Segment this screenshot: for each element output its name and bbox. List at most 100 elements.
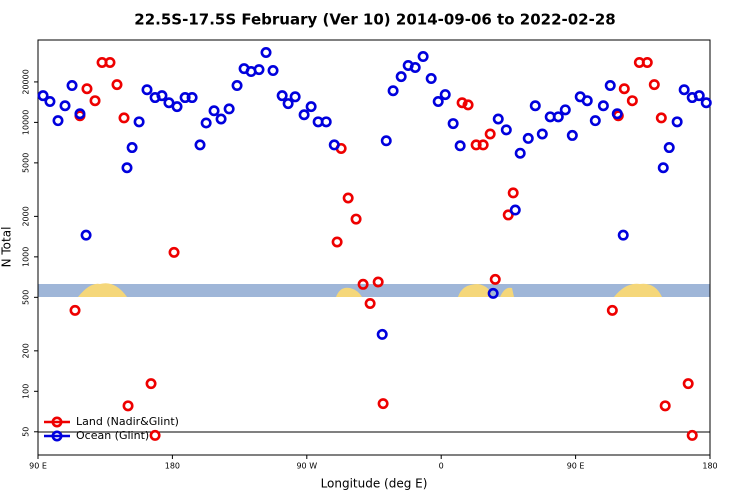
y-tick-label: 200 xyxy=(22,343,31,358)
legend-marker xyxy=(51,430,63,442)
point xyxy=(122,400,134,412)
point xyxy=(231,80,243,92)
point xyxy=(477,139,489,151)
point xyxy=(655,112,667,124)
series xyxy=(37,46,712,340)
point xyxy=(454,140,466,152)
legend-label: Ocean (Glint) xyxy=(76,429,149,442)
point xyxy=(194,139,206,151)
point xyxy=(502,209,514,221)
point xyxy=(328,139,340,151)
point xyxy=(305,101,317,113)
x-axis-label: Longitude (deg E) xyxy=(321,477,428,491)
point xyxy=(133,116,145,128)
point xyxy=(121,162,133,174)
point xyxy=(648,79,660,91)
point xyxy=(118,112,130,124)
point xyxy=(145,378,157,390)
x-tick-label: 180 xyxy=(165,462,180,471)
point xyxy=(331,236,343,248)
x-tick-label: 0 xyxy=(439,462,444,471)
point xyxy=(617,229,629,241)
point xyxy=(507,187,519,199)
x-tick-label: 90 W xyxy=(296,462,317,471)
point xyxy=(536,128,548,140)
point xyxy=(641,56,653,68)
point xyxy=(267,65,279,77)
point xyxy=(171,101,183,113)
point xyxy=(357,278,369,290)
point xyxy=(289,91,301,103)
point xyxy=(611,108,623,120)
point xyxy=(566,129,578,141)
point xyxy=(52,115,64,127)
y-axis-label: N Total xyxy=(0,227,14,268)
point xyxy=(37,90,49,102)
point xyxy=(364,297,376,309)
point xyxy=(686,429,698,441)
point xyxy=(663,142,675,154)
point xyxy=(589,115,601,127)
point xyxy=(657,162,669,174)
point xyxy=(456,97,468,109)
point xyxy=(387,85,399,97)
point xyxy=(168,246,180,258)
point xyxy=(462,99,474,111)
y-tick-label: 5000 xyxy=(22,153,31,173)
point xyxy=(581,95,593,107)
y-tick-label: 1000 xyxy=(22,247,31,267)
point xyxy=(693,90,705,102)
y-tick-label: 500 xyxy=(22,290,31,305)
point xyxy=(59,100,71,112)
point xyxy=(179,92,191,104)
point xyxy=(186,92,198,104)
point xyxy=(447,118,459,130)
land-blob xyxy=(500,287,514,297)
point xyxy=(489,273,501,285)
point xyxy=(529,100,541,112)
x-tick-label: 90 E xyxy=(567,462,585,471)
point xyxy=(282,98,294,110)
land-blob xyxy=(458,284,492,297)
point xyxy=(484,128,496,140)
point xyxy=(678,84,690,96)
chart-title: 22.5S-17.5S February (Ver 10) 2014-09-06… xyxy=(134,11,615,29)
y-tick-label: 50 xyxy=(22,427,31,437)
point xyxy=(350,213,362,225)
y-tick-label: 10000 xyxy=(22,110,31,135)
point xyxy=(276,90,288,102)
series xyxy=(69,56,698,441)
legend-label: Land (Nadir&Glint) xyxy=(76,415,179,428)
point xyxy=(69,304,81,316)
point xyxy=(253,64,265,76)
land-blob xyxy=(614,283,662,297)
plot-frame xyxy=(37,39,711,456)
point xyxy=(514,147,526,159)
point xyxy=(380,135,392,147)
point xyxy=(659,400,671,412)
point xyxy=(559,104,571,116)
point xyxy=(492,113,504,125)
point xyxy=(156,90,168,102)
point xyxy=(395,71,407,83)
y-tick-label: 2000 xyxy=(22,206,31,226)
point xyxy=(425,73,437,85)
point xyxy=(66,80,78,92)
point xyxy=(342,192,354,204)
point xyxy=(487,287,499,299)
point xyxy=(298,109,310,121)
point xyxy=(376,328,388,340)
land-blob xyxy=(78,283,127,297)
point xyxy=(500,124,512,136)
point xyxy=(208,105,220,117)
ocean-band xyxy=(38,284,710,297)
point xyxy=(470,139,482,151)
point xyxy=(141,84,153,96)
point xyxy=(260,46,272,58)
point xyxy=(409,62,421,74)
x-tick-label: 180 xyxy=(702,462,717,471)
legend-marker xyxy=(51,416,63,428)
point xyxy=(377,398,389,410)
point xyxy=(432,96,444,108)
